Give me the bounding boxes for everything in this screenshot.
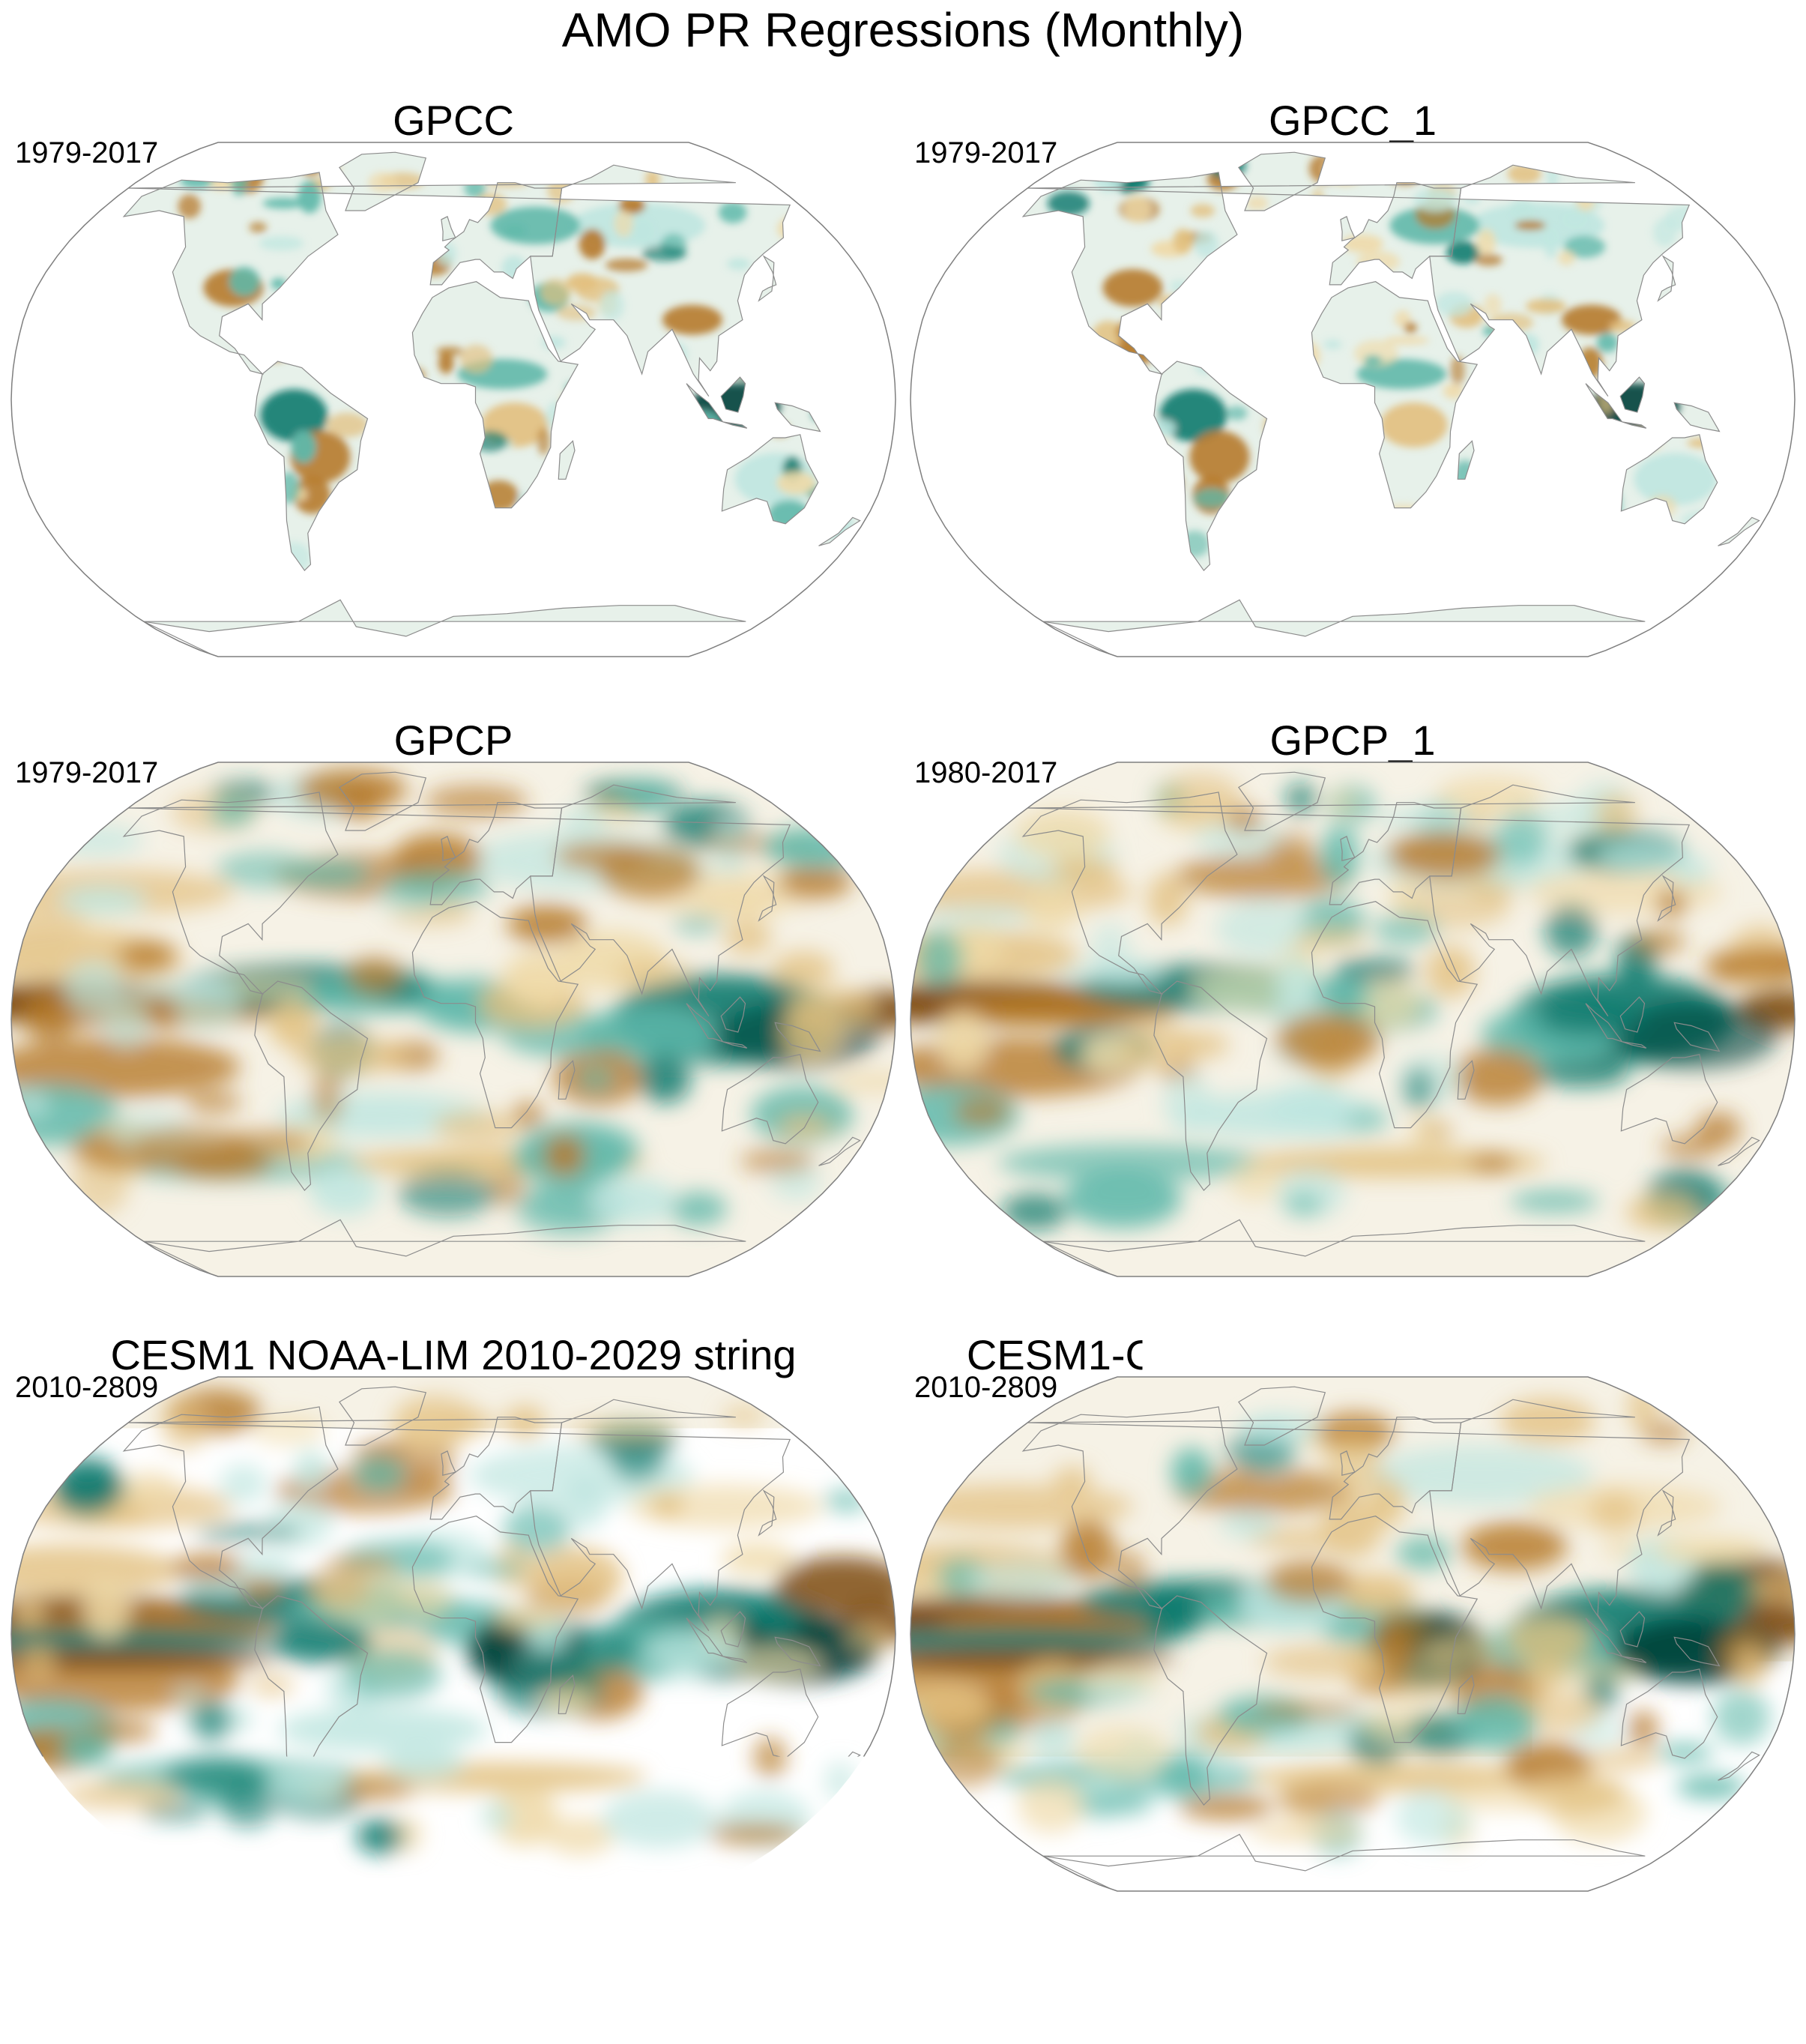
colorbar-swatch bbox=[796, 1926, 868, 1956]
colorbar-swatch bbox=[723, 1926, 795, 1956]
colorbar-tick-label: -0.25 bbox=[754, 1970, 836, 2012]
colorbar-swatch bbox=[1229, 1926, 1301, 1956]
colorbar-tick-label: -4 bbox=[417, 1970, 450, 2012]
colorbar-swatches bbox=[289, 1925, 1517, 1958]
colorbar-tick-label: -2 bbox=[562, 1970, 594, 2012]
map bbox=[907, 1375, 1799, 1893]
colorbar-tick-label: 0 bbox=[857, 1970, 877, 2012]
colorbar-tick-label: 0.75 bbox=[1121, 1970, 1191, 2012]
colorbar-swatch bbox=[1446, 1926, 1516, 1956]
map bbox=[7, 141, 899, 658]
colorbar-swatch bbox=[362, 1926, 434, 1956]
colorbar-swatch bbox=[1012, 1926, 1084, 1956]
colorbar-swatch bbox=[435, 1926, 507, 1956]
panel-gpcp-1: GPCP_1 1980-2017 bbox=[907, 716, 1799, 1308]
colorbar-swatch bbox=[1301, 1926, 1373, 1956]
figure-title: AMO PR Regressions (Monthly) bbox=[0, 1, 1806, 58]
colorbar-tick-label: 2 bbox=[1290, 1970, 1311, 2012]
colorbar-tick-label: -0.75 bbox=[681, 1970, 763, 2012]
colorbar-swatch bbox=[579, 1926, 650, 1956]
colorbar-tick-label: 0.25 bbox=[976, 1970, 1046, 2012]
colorbar-swatch bbox=[290, 1926, 362, 1956]
map bbox=[7, 1375, 899, 1893]
precip-field bbox=[7, 769, 899, 1237]
panel-cesm1-noaa-lim: CESM1 NOAA-LIM 2010-2029 string 2010-280… bbox=[7, 1330, 899, 1923]
colorbar-swatch bbox=[651, 1926, 723, 1956]
colorbar-swatch bbox=[940, 1926, 1012, 1956]
colorbar: -4 -2 -0.75 -0.25 0 0.25 0.75 2 4 bbox=[289, 1925, 1517, 2037]
panel-gpcc-1: GPCC_1 1979-2017 bbox=[907, 96, 1799, 688]
map bbox=[907, 141, 1799, 658]
colorbar-tick-label: 4 bbox=[1435, 1970, 1455, 2012]
colorbar-swatch bbox=[868, 1926, 940, 1956]
colorbar-swatch bbox=[1084, 1926, 1156, 1956]
map bbox=[7, 761, 899, 1278]
panel-cesm1-cam5-bgc-le: CESM1-CAM5-BGC-LE 2010-2029 string 2010-… bbox=[907, 1330, 1799, 1923]
colorbar-swatch bbox=[1373, 1926, 1445, 1956]
panel-gpcp: GPCP 1979-2017 bbox=[7, 716, 899, 1308]
map bbox=[907, 761, 1799, 1278]
colorbar-swatch bbox=[1156, 1926, 1228, 1956]
colorbar-swatch bbox=[507, 1926, 579, 1956]
panel-gpcc: GPCC 1979-2017 bbox=[7, 96, 899, 688]
